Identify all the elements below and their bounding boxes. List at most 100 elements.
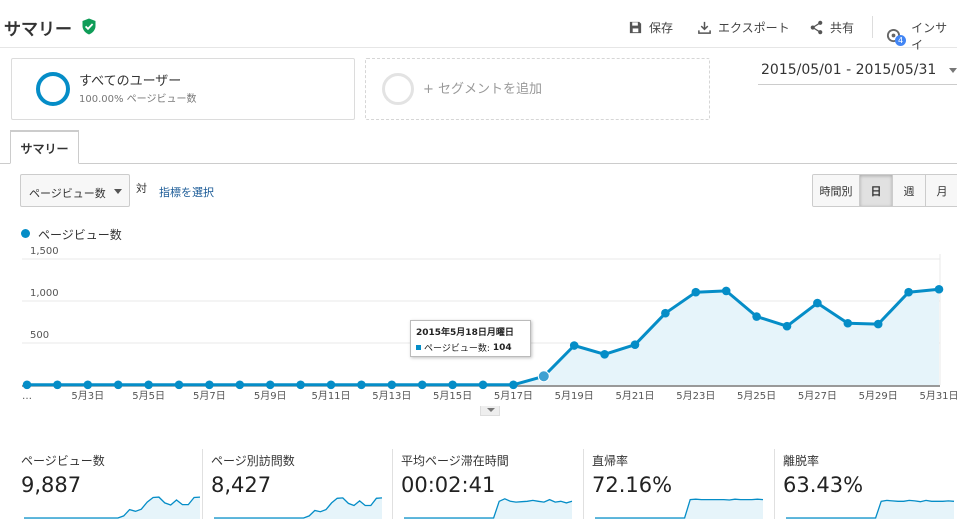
data-point[interactable] [661,308,670,318]
report-header: サマリー 保存 エクスポート 共有 4 インサイ [0,0,957,52]
data-point[interactable] [205,380,214,390]
scorecard-divider [774,449,775,519]
segment-all-users[interactable]: すべてのユーザー 100.00% ページビュー数 [11,58,355,120]
data-point[interactable] [843,318,853,328]
data-point[interactable] [387,380,397,390]
data-point[interactable] [782,321,792,331]
scorecard-unique-pageviews[interactable]: ページ別訪問数 8,427 [202,449,384,519]
scorecard-sparkline [786,499,955,519]
tab-summary[interactable]: サマリー [10,130,79,164]
data-point[interactable] [296,380,305,390]
x-tick-label: 5月7日 [193,390,226,402]
scorecard-label: 直帰率 [592,454,629,468]
scorecard-entrance-rate[interactable]: 直帰率 72.16% [583,449,765,519]
data-point[interactable] [448,380,457,390]
x-tick-label: 5月15日 [433,390,472,402]
add-segment-button[interactable]: + セグメントを追加 [365,58,710,120]
scorecard-label: ページビュー数 [21,454,105,468]
data-point[interactable] [813,298,822,308]
x-tick-label: 5月19日 [555,390,594,402]
share-button[interactable]: 共有 [809,19,854,36]
sparkline-area [404,498,572,519]
date-range-picker[interactable]: 2015/05/01 - 2015/05/31 [758,60,957,85]
granularity-day-button[interactable]: 日 [860,175,893,206]
granularity-month-button[interactable]: 月 [926,175,957,206]
scorecard-sparkline [214,497,383,519]
scorecard-label: 平均ページ滞在時間 [401,454,509,468]
scorecard-sparkline [595,498,764,519]
insights-icon: 4 [886,28,906,46]
chevron-down-icon[interactable] [114,189,122,194]
save-label: 保存 [649,21,674,35]
data-point[interactable] [600,350,609,359]
data-point[interactable] [417,380,427,390]
data-point[interactable] [752,312,761,321]
y-tick-label: 1,500 [30,246,59,257]
page-title: サマリー [4,20,72,40]
data-point[interactable] [630,340,640,349]
data-point[interactable] [113,380,123,390]
x-tick-label: … [22,391,32,402]
x-tick-label: 5月31日 [919,390,957,402]
data-point[interactable] [326,380,336,390]
vs-label: 対 [136,182,147,195]
sparkline-line [404,498,573,519]
segment-color-ring [36,72,70,106]
add-segment-label: + セグメントを追加 [423,82,543,97]
data-point[interactable] [83,380,93,390]
sparkline-line [24,496,201,519]
header-divider [872,16,873,38]
data-point[interactable] [53,380,62,390]
sparkline-line [786,499,955,519]
data-point[interactable] [721,286,731,296]
scorecard-value: 8,427 [211,473,272,497]
data-point[interactable] [265,380,275,390]
sparkline-area [24,497,200,519]
metric-select[interactable]: ページビュー数 [20,174,130,207]
data-point[interactable] [22,380,32,390]
download-icon [698,21,711,34]
export-button[interactable]: エクスポート [697,19,790,36]
sparkline-line [214,497,383,519]
data-point[interactable] [478,380,488,390]
chart-expand-handle[interactable] [480,406,500,416]
chevron-down-icon[interactable] [949,68,957,73]
sparkline-area [786,500,954,519]
data-point[interactable] [509,380,518,390]
x-tick-label: 5月21日 [615,390,654,402]
choose-metric-link[interactable]: 指標を選択 [159,186,214,199]
granularity-hourly-button[interactable]: 時間別 [813,175,860,206]
data-point[interactable] [569,341,579,350]
save-button[interactable]: 保存 [628,19,673,36]
scorecard-exit-rate[interactable]: 離脱率 63.43% [774,449,956,519]
legend-label: ページビュー数 [38,228,122,242]
scorecard-value: 72.16% [592,473,673,497]
export-label: エクスポート [718,21,790,35]
y-tick-label: 1,000 [30,288,59,299]
x-tick-label: 5月27日 [798,390,837,402]
x-tick-label: 5月3日 [71,390,104,402]
data-point[interactable] [144,380,153,390]
x-tick-label: 5月13日 [372,390,411,402]
insights-button[interactable]: 4 インサイ [886,19,957,53]
share-label: 共有 [830,21,855,35]
scorecard-value: 63.43% [783,473,864,497]
x-tick-label: 5月17日 [494,390,533,402]
scorecard-pageviews[interactable]: ページビュー数 9,887 [12,449,201,519]
segment-empty-ring [382,73,414,105]
data-point[interactable] [174,380,184,390]
data-point[interactable] [904,287,913,297]
data-point[interactable] [357,380,366,390]
save-icon [629,21,642,34]
chart-tooltip: 2015年5月18日月曜日 ページビュー数: 104 [410,320,531,357]
data-point[interactable] [691,287,701,297]
segment-subtitle: 100.00% ページビュー数 [79,94,197,105]
x-tick-label: 5月9日 [254,390,287,402]
granularity-week-button[interactable]: 週 [893,175,926,206]
data-point[interactable] [537,370,550,383]
data-point[interactable] [873,319,883,329]
data-point[interactable] [235,380,245,390]
legend-swatch [21,229,30,238]
data-point[interactable] [934,284,944,294]
scorecard-avg-time[interactable]: 平均ページ滞在時間 00:02:41 [392,449,574,519]
